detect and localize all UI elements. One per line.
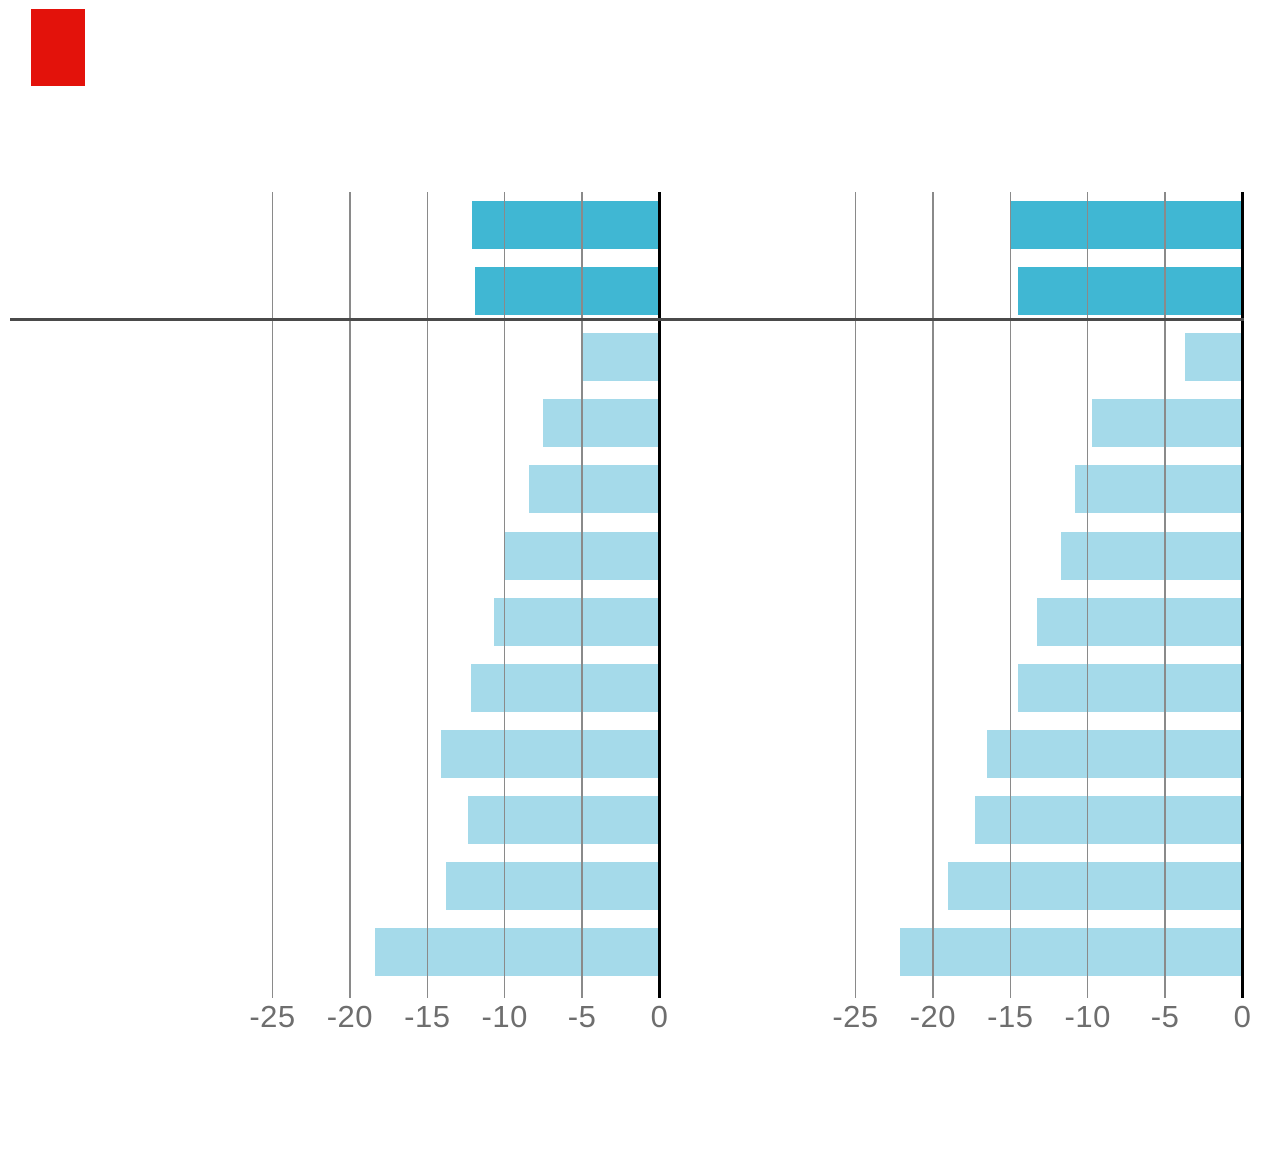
x-tick-label: 0 (650, 999, 669, 1034)
zero-axis-line (658, 192, 661, 998)
x-tick-label: -10 (481, 999, 528, 1034)
x-axis-tick (932, 985, 934, 998)
x-tick-label: -15 (404, 999, 451, 1034)
bar (543, 399, 660, 448)
highlighted-bar (472, 201, 660, 249)
gridline (271, 192, 274, 985)
bar (1185, 333, 1243, 382)
gridline (581, 192, 583, 985)
x-tick-label: -20 (326, 999, 374, 1034)
gridline (503, 192, 506, 985)
bar (1061, 531, 1243, 580)
gridline (1164, 192, 1166, 985)
bar (1092, 399, 1243, 448)
x-tick-label: 0 (1233, 999, 1252, 1034)
gridline (932, 192, 934, 985)
x-axis-tick (581, 985, 583, 998)
bar (1036, 597, 1243, 646)
bar (374, 928, 660, 977)
highlighted-bar (1010, 201, 1243, 249)
x-tick-label: -5 (567, 999, 597, 1034)
bar (974, 795, 1243, 844)
gridline (1086, 192, 1089, 985)
bar (948, 862, 1243, 910)
gridline (349, 192, 351, 985)
bar (467, 795, 660, 844)
x-axis-tick (1009, 985, 1012, 998)
bar (445, 862, 660, 910)
bar (493, 597, 660, 646)
x-tick-label: -5 (1150, 999, 1180, 1034)
x-axis-tick (1164, 985, 1166, 998)
gridline (854, 192, 857, 985)
bar (1018, 663, 1243, 712)
x-tick-label: -15 (987, 999, 1034, 1034)
gridline (426, 192, 429, 985)
brand-red-tab-icon (31, 9, 85, 86)
highlight-separator-line (10, 318, 1244, 321)
bar (987, 729, 1243, 778)
gridline (1009, 192, 1012, 985)
bar (1075, 465, 1243, 514)
highlighted-bar (475, 267, 660, 316)
x-axis-tick (349, 985, 351, 998)
x-axis-tick (271, 985, 274, 998)
x-axis-tick (854, 985, 857, 998)
x-tick-label: -10 (1064, 999, 1111, 1034)
x-axis-tick (426, 985, 429, 998)
x-tick-label: -25 (832, 999, 879, 1034)
x-tick-label: -20 (909, 999, 957, 1034)
x-axis-tick (1086, 985, 1089, 998)
zero-axis-line (1241, 192, 1244, 998)
x-tick-label: -25 (249, 999, 296, 1034)
x-axis-tick (503, 985, 506, 998)
bar (470, 663, 660, 712)
bar (900, 928, 1243, 977)
highlighted-bar (1018, 267, 1243, 316)
bar (582, 333, 660, 382)
bar (529, 465, 660, 514)
bar (441, 729, 660, 778)
